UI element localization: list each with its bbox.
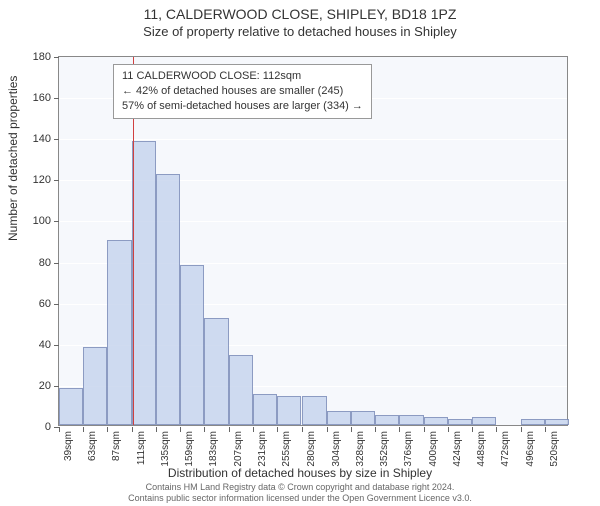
histogram-bar (472, 417, 496, 425)
ytick-mark (54, 304, 59, 305)
ytick-mark (54, 98, 59, 99)
histogram-bar (277, 396, 301, 425)
xtick-mark (59, 427, 60, 432)
xtick-mark (180, 427, 181, 432)
ytick-mark (54, 139, 59, 140)
xtick-mark (132, 427, 133, 432)
annotation-line3: 57% of semi-detached houses are larger (… (122, 99, 363, 114)
plot-container: 02040608010012014016018039sqm63sqm87sqm1… (58, 56, 568, 426)
gridline (59, 139, 567, 140)
histogram-bar (545, 419, 569, 425)
ytick-label: 120 (11, 174, 51, 186)
xtick-mark (327, 427, 328, 432)
ytick-mark (54, 263, 59, 264)
histogram-bar (83, 347, 107, 425)
histogram-bar (521, 419, 545, 425)
xtick-mark (277, 427, 278, 432)
annotation-line2: ← 42% of detached houses are smaller (24… (122, 84, 363, 99)
xtick-mark (204, 427, 205, 432)
ytick-label: 20 (11, 380, 51, 392)
credits: Contains HM Land Registry data © Crown c… (0, 482, 600, 504)
histogram-bar (107, 240, 131, 425)
histogram-bar (351, 411, 375, 425)
ytick-mark (54, 386, 59, 387)
histogram-bar (302, 396, 326, 425)
ytick-mark (54, 345, 59, 346)
ytick-label: 0 (11, 421, 51, 433)
ytick-mark (54, 221, 59, 222)
xtick-mark (521, 427, 522, 432)
credits-line1: Contains HM Land Registry data © Crown c… (0, 482, 600, 493)
xtick-mark (375, 427, 376, 432)
histogram-bar (424, 417, 448, 425)
ytick-mark (54, 57, 59, 58)
xtick-mark (253, 427, 254, 432)
ytick-label: 60 (11, 298, 51, 310)
chart-subtitle: Size of property relative to detached ho… (0, 24, 600, 39)
ytick-label: 100 (11, 215, 51, 227)
ytick-label: 40 (11, 339, 51, 351)
credits-line2: Contains public sector information licen… (0, 493, 600, 504)
ytick-label: 140 (11, 133, 51, 145)
annotation-box: 11 CALDERWOOD CLOSE: 112sqm ← 42% of det… (113, 64, 372, 119)
histogram-bar (156, 174, 180, 425)
xtick-mark (472, 427, 473, 432)
chart-title: 11, CALDERWOOD CLOSE, SHIPLEY, BD18 1PZ (0, 6, 600, 22)
histogram-bar (132, 141, 156, 425)
histogram-bar (327, 411, 351, 425)
ytick-label: 160 (11, 92, 51, 104)
histogram-bar (448, 419, 472, 425)
histogram-bar (375, 415, 399, 425)
ytick-label: 80 (11, 257, 51, 269)
histogram-bar (59, 388, 83, 425)
histogram-bar (204, 318, 228, 425)
x-axis-label: Distribution of detached houses by size … (0, 466, 600, 480)
xtick-mark (107, 427, 108, 432)
histogram-bar (229, 355, 253, 425)
xtick-mark (156, 427, 157, 432)
xtick-mark (545, 427, 546, 432)
histogram-bar (253, 394, 277, 425)
xtick-mark (496, 427, 497, 432)
xtick-mark (302, 427, 303, 432)
xtick-mark (83, 427, 84, 432)
histogram-bar (399, 415, 423, 425)
histogram-bar (180, 265, 204, 425)
xtick-mark (229, 427, 230, 432)
annotation-line1: 11 CALDERWOOD CLOSE: 112sqm (122, 69, 363, 84)
xtick-mark (424, 427, 425, 432)
xtick-mark (351, 427, 352, 432)
ytick-label: 180 (11, 51, 51, 63)
xtick-mark (399, 427, 400, 432)
ytick-mark (54, 180, 59, 181)
xtick-mark (448, 427, 449, 432)
